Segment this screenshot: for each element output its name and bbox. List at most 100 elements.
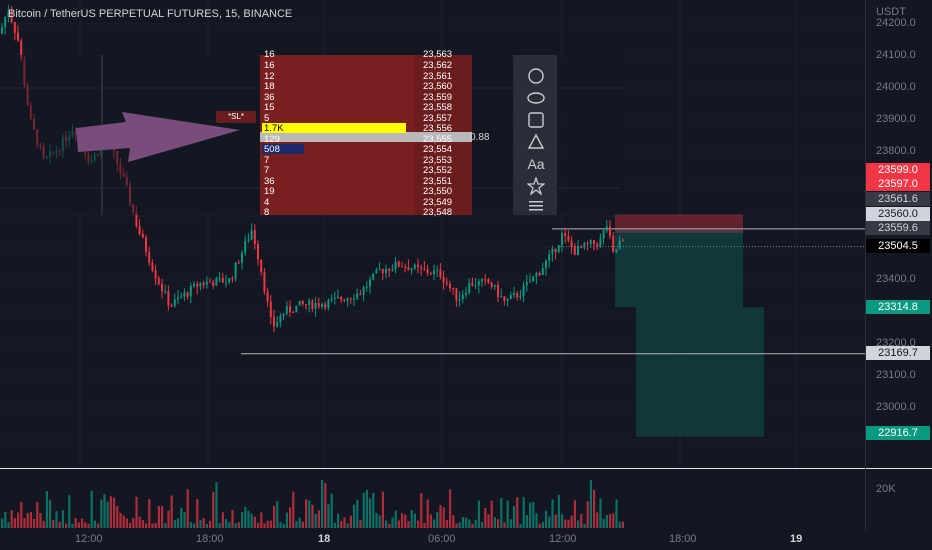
order-book-price: 23,551 — [423, 175, 453, 187]
volume-bar — [113, 497, 116, 528]
candle-body — [186, 292, 189, 297]
volume-bar — [557, 494, 560, 528]
volume-bar — [413, 513, 416, 528]
candle-body — [455, 288, 458, 301]
volume-bar — [215, 482, 218, 528]
volume-bar — [471, 523, 474, 528]
volume-bar — [186, 489, 189, 528]
time-axis-tick: 19 — [790, 533, 803, 545]
volume-bar — [372, 492, 375, 528]
volume-bar — [42, 520, 45, 528]
order-book-size: 16 — [264, 60, 275, 71]
volume-bar — [321, 480, 324, 528]
time-axis[interactable]: 12:00 18:00 18 06:00 12:00 18:00 19 — [0, 530, 932, 550]
volume-bar — [337, 513, 340, 528]
candle-body — [573, 246, 576, 255]
order-book-price: 23,548 — [423, 207, 453, 218]
volume-bar — [378, 515, 381, 528]
volume-bar — [65, 523, 68, 528]
candle-body — [532, 276, 535, 282]
candle-body — [205, 281, 208, 285]
volume-bar — [404, 514, 407, 528]
rectangle-icon[interactable] — [527, 111, 545, 129]
volume-bar — [468, 519, 471, 528]
volume-bar — [554, 514, 557, 528]
candle-body — [426, 269, 429, 274]
candle-body — [433, 270, 435, 275]
volume-bar — [189, 522, 192, 528]
candle-body — [577, 246, 579, 255]
price-tag: 23561.6 — [866, 192, 930, 206]
candle-body — [327, 300, 330, 308]
volume-bar — [218, 523, 221, 528]
stop-loss-tag[interactable]: *SL* — [216, 111, 256, 123]
price-tag: 23504.5 — [866, 239, 930, 253]
pane-divider[interactable] — [0, 468, 932, 469]
candle-body — [449, 284, 451, 288]
volume-bar — [426, 499, 429, 528]
candle-body — [177, 297, 179, 300]
volume-bar — [161, 505, 164, 528]
order-book-price: 23,553 — [423, 154, 453, 166]
circle-icon[interactable] — [527, 67, 545, 85]
volume-pane[interactable] — [0, 470, 865, 528]
candle-body — [183, 292, 186, 297]
candle-body — [308, 300, 311, 306]
star-icon[interactable] — [526, 175, 546, 196]
volume-bar — [346, 523, 349, 528]
order-book-price: 23,557 — [423, 112, 453, 124]
volume-bar — [10, 510, 13, 528]
price-axis[interactable]: 24200.0 24100.0 24000.0 23900.0 23800.0 23400… — [866, 0, 932, 530]
volume-bar — [157, 505, 160, 528]
volume-bar — [129, 522, 132, 528]
volume-bar — [506, 500, 509, 528]
volume-bar — [4, 511, 7, 528]
volume-bar — [311, 504, 314, 528]
candle-body — [180, 296, 183, 298]
volume-bar — [237, 522, 240, 528]
volume-bar — [138, 516, 141, 528]
volume-bar — [474, 519, 477, 528]
volume-bar — [388, 523, 391, 528]
volume-bar — [324, 483, 327, 528]
volume-bar — [23, 518, 26, 528]
volume-bar — [327, 504, 330, 528]
order-book-price: 23,555 — [423, 133, 453, 145]
currency-label: USDT — [876, 6, 906, 18]
candle-body — [263, 272, 266, 292]
volume-bar — [365, 489, 368, 528]
candle-body — [605, 226, 608, 231]
candle-body — [407, 267, 410, 271]
volume-bar — [61, 510, 64, 528]
candle-body — [276, 322, 279, 327]
price-tag: 23559.6 — [866, 221, 930, 235]
ellipse-icon[interactable] — [527, 89, 545, 107]
order-book-size: 4 — [264, 196, 270, 208]
volume-bar — [551, 499, 554, 528]
volume-bar — [301, 521, 304, 528]
text-icon[interactable]: Aa — [527, 156, 545, 172]
candle-body — [209, 281, 211, 283]
order-book-price: 23,552 — [423, 165, 453, 176]
volume-bar — [445, 520, 448, 528]
order-book-price: 23,558 — [423, 102, 453, 113]
candle-body — [394, 261, 397, 270]
volume-bar — [477, 500, 480, 528]
volume-bar — [292, 491, 295, 528]
volume-bar — [196, 498, 199, 528]
volume-bar — [90, 490, 93, 528]
menu-icon[interactable] — [527, 199, 545, 217]
candle-body — [401, 266, 403, 268]
symbol-title[interactable]: Bitcoin / TetherUS PERPETUAL FUTURES, 15… — [8, 8, 293, 20]
candle-body — [589, 240, 592, 245]
candle-body — [413, 264, 416, 269]
order-book-size: 18 — [264, 81, 275, 92]
volume-bar — [253, 516, 256, 528]
candle-body — [445, 282, 448, 285]
order-book-size: 15 — [264, 102, 275, 113]
order-book-size: 7 — [264, 165, 270, 176]
volume-bar — [369, 498, 372, 528]
volume-bar — [199, 520, 202, 528]
triangle-icon[interactable] — [527, 133, 545, 151]
order-book-size: 5 — [264, 112, 270, 124]
